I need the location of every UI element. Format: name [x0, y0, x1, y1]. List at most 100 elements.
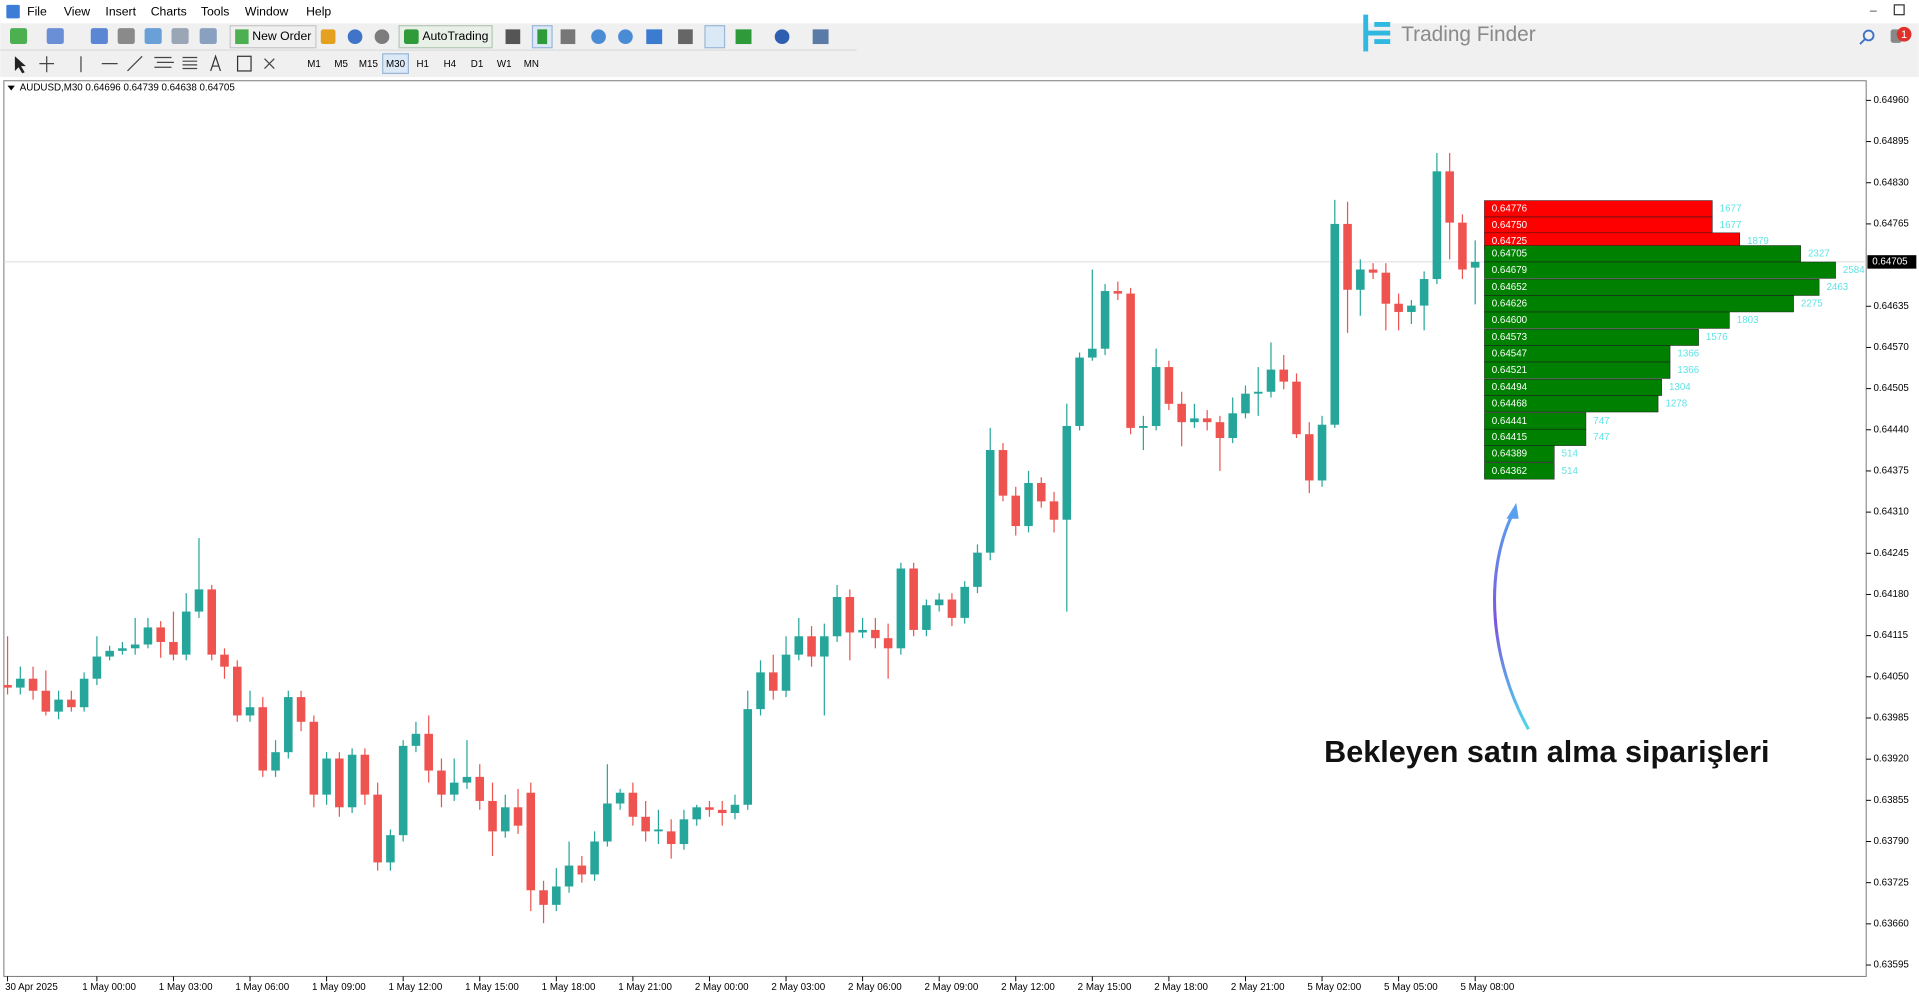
new-chart-button[interactable]: [9, 28, 28, 45]
y-tick-label: 0.64960: [1874, 95, 1910, 106]
candle-body: [373, 794, 382, 863]
candle-body: [513, 807, 523, 826]
timeframe-button[interactable]: M30: [386, 59, 406, 70]
candle-body: [603, 803, 612, 842]
candle-body: [998, 450, 1008, 496]
fibonacci-button[interactable]: [182, 56, 198, 70]
candle-body: [118, 648, 127, 651]
order-price: 0.64652: [1492, 282, 1527, 293]
candle-body: [705, 807, 714, 810]
candle-body: [386, 835, 395, 863]
zoom-out-button[interactable]: [618, 29, 633, 45]
menu-item[interactable]: Window: [245, 4, 289, 18]
zoom-in-button[interactable]: [591, 29, 606, 45]
timeframe-button[interactable]: H4: [444, 59, 457, 70]
bar-chart-button[interactable]: [505, 29, 521, 45]
market-button[interactable]: [374, 29, 390, 45]
candle-body: [220, 654, 229, 667]
candle-body: [960, 586, 969, 618]
candle-body: [232, 666, 242, 716]
market-watch-button[interactable]: [90, 28, 108, 45]
candle-body: [1151, 367, 1161, 426]
order-price: 0.64494: [1492, 382, 1528, 393]
bid-bar: [1484, 361, 1671, 379]
candle-body: [641, 816, 650, 832]
x-tick-label: 1 May 06:00: [235, 982, 289, 993]
terminal-button[interactable]: [171, 28, 189, 45]
bid-bar: [1484, 295, 1794, 313]
candle-body: [3, 685, 12, 688]
timeframe-button[interactable]: M1: [307, 59, 321, 70]
restore-button[interactable]: [1893, 4, 1905, 16]
candle-body: [883, 638, 893, 649]
order-volume: 2584: [1843, 265, 1865, 276]
line-chart-button[interactable]: [560, 29, 576, 45]
logo-text: Trading Finder: [1401, 23, 1536, 46]
candle-body: [922, 605, 931, 630]
new-order-button[interactable]: [229, 25, 317, 49]
candle-body: [1202, 418, 1212, 423]
candle-body: [28, 678, 38, 691]
menu-item[interactable]: Tools: [201, 4, 230, 18]
menu-item[interactable]: Charts: [151, 4, 187, 18]
order-price: 0.64776: [1492, 204, 1527, 215]
timeframe-button[interactable]: W1: [497, 59, 512, 70]
candle-body: [1253, 391, 1263, 394]
cursor-button[interactable]: [14, 56, 26, 74]
candle-body: [590, 841, 599, 875]
candle-body: [54, 699, 63, 712]
minimize-button[interactable]: –: [1870, 3, 1877, 17]
templates-button[interactable]: [812, 29, 829, 45]
text-button[interactable]: [210, 54, 222, 72]
arrows-button[interactable]: [264, 58, 275, 69]
x-tick-label: 1 May 21:00: [618, 982, 672, 993]
search-button[interactable]: [1862, 29, 1875, 42]
candle-body: [67, 699, 76, 708]
autotrading-button[interactable]: [398, 25, 493, 49]
timeframe-button[interactable]: MN: [524, 59, 539, 70]
indicators-button[interactable]: [735, 29, 752, 45]
order-volume: 1803: [1737, 315, 1759, 326]
y-tick-label: 0.64115: [1874, 630, 1909, 641]
timeframe-button[interactable]: M15: [359, 59, 379, 70]
candle-body: [207, 589, 217, 655]
timeframe-button[interactable]: H1: [416, 59, 428, 70]
new-order-label: New Order: [252, 29, 311, 43]
candle-body: [1279, 369, 1289, 382]
y-tick-label: 0.64895: [1874, 136, 1910, 147]
periods-button[interactable]: [774, 29, 790, 45]
autoscroll-button[interactable]: [678, 29, 693, 45]
label-button[interactable]: [236, 55, 252, 72]
new-order-icon: [235, 29, 249, 45]
candle-body: [360, 754, 370, 795]
metaeditor-button[interactable]: [320, 29, 336, 45]
crosshair-button[interactable]: [39, 56, 55, 73]
timeframe-button[interactable]: M5: [334, 59, 348, 70]
navigator-button[interactable]: [144, 28, 162, 45]
channel-button[interactable]: [154, 56, 174, 68]
menu-item[interactable]: File: [27, 4, 47, 18]
candle-body: [858, 629, 867, 633]
candle-body: [820, 636, 829, 657]
candle-body: [756, 672, 765, 710]
menu-item[interactable]: Help: [306, 4, 331, 18]
menu-item[interactable]: Insert: [105, 4, 136, 18]
signals-button[interactable]: [347, 29, 363, 45]
tester-button[interactable]: [199, 28, 217, 45]
candle-body: [296, 697, 306, 722]
tile-button[interactable]: [646, 29, 663, 45]
candle-body: [449, 782, 459, 795]
autotrading-label: AutoTrading: [422, 29, 488, 43]
chart-shift-button[interactable]: [704, 25, 726, 49]
profiles-button[interactable]: [46, 28, 64, 45]
x-tick-label: 1 May 15:00: [465, 982, 519, 993]
timeframe-button[interactable]: D1: [471, 59, 483, 70]
data-window-button[interactable]: [117, 28, 135, 45]
candle-body: [488, 800, 497, 832]
symbol-marker: [7, 85, 15, 91]
y-tick-label: 0.64635: [1874, 301, 1910, 312]
order-price: 0.64468: [1492, 399, 1527, 410]
trendline-button[interactable]: [127, 55, 143, 72]
menu-item[interactable]: View: [64, 4, 90, 18]
candle-body: [692, 807, 701, 820]
